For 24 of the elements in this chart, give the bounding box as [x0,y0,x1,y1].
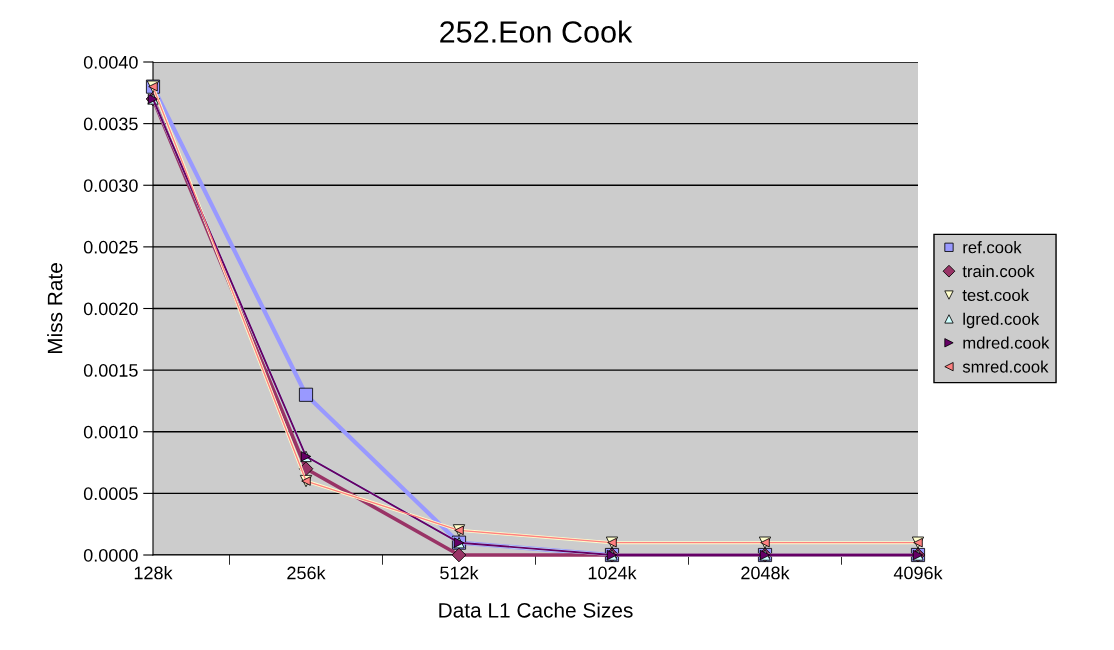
y-tick-label: 0.0035 [83,117,138,131]
x-tick-label: 256k [287,566,326,580]
x-tick-label: 128k [134,566,173,580]
x-tick-label: 4096k [893,566,943,580]
legend-label: smred.cook [962,360,1049,373]
y-tick-label: 0.0000 [83,548,138,562]
legend-label: mdred.cook [963,336,1050,349]
legend-label: train.cook [962,264,1035,278]
y-tick-label: 0.0025 [83,240,138,254]
x-tick-label: 1024k [588,566,637,580]
y-tick-label: 0.0005 [83,487,138,501]
y-tick-label: 0.0030 [83,179,138,192]
legend-label: test.cook [962,288,1030,302]
y-axis-title: Miss Rate [47,263,63,354]
y-tick-label: 0.0020 [83,302,138,316]
x-tick-label: 512k [440,566,479,580]
y-tick-label: 0.0010 [83,425,138,439]
chart-title: 252.Eon Cook [440,20,633,43]
legend-label: ref.cook [963,241,1022,254]
y-tick-label: 0.0040 [83,55,138,69]
x-axis-title: Data L1 Cache Sizes [439,602,633,618]
legend-label: lgred.cook [963,312,1040,329]
x-tick-label: 2048k [741,566,790,580]
y-tick-label: 0.0015 [83,364,138,377]
